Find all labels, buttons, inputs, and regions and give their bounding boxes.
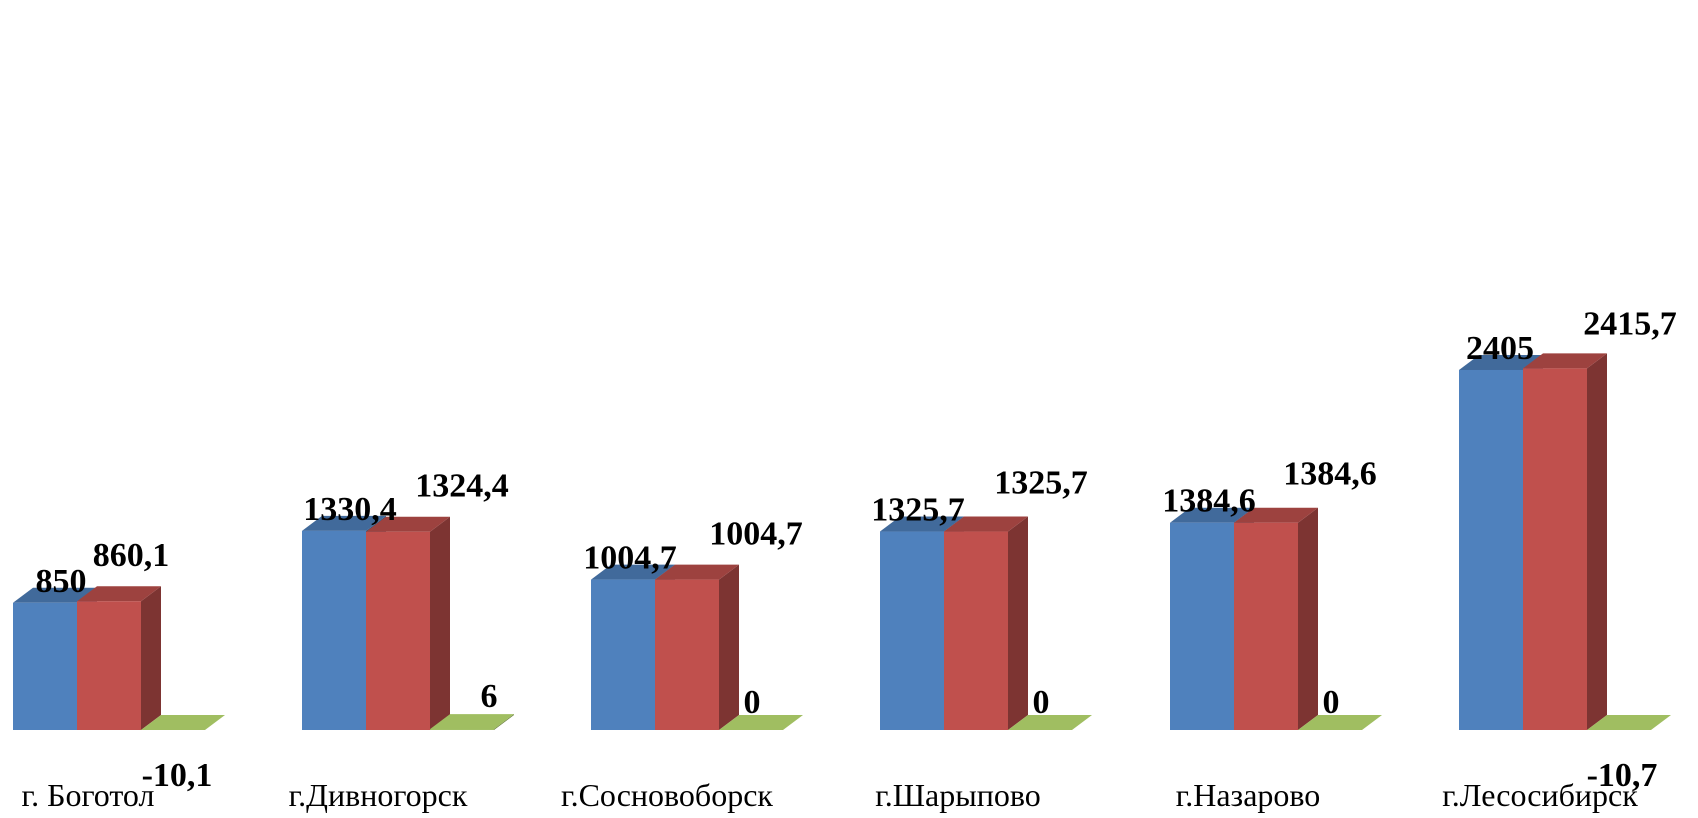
category-label-4: г.Назарово xyxy=(1176,777,1321,813)
category-label-5: г.Лесосибирск xyxy=(1442,777,1638,813)
data-label-s2-3: 1325,7 xyxy=(994,465,1088,502)
data-label-s1-5: 2405 xyxy=(1466,330,1534,367)
bar-side xyxy=(430,516,450,730)
bar-side xyxy=(1298,507,1318,730)
bar-top xyxy=(366,516,450,532)
bar-top xyxy=(655,564,739,580)
data-label-s3-5: -10,7 xyxy=(1587,757,1658,794)
bar-side xyxy=(719,564,739,730)
data-label-s2-5: 2415,7 xyxy=(1583,305,1677,342)
data-label-s3-2: 0 xyxy=(744,684,761,721)
bar-top xyxy=(77,586,161,602)
bar-side xyxy=(1587,353,1607,730)
data-label-s2-0: 860,1 xyxy=(93,537,170,574)
bar-front xyxy=(1170,522,1234,730)
bar-top xyxy=(1523,353,1607,369)
bar-top xyxy=(591,564,675,580)
bar-front xyxy=(302,530,366,730)
bar-top xyxy=(13,587,97,603)
bar-s3-1 xyxy=(430,714,514,730)
bar-s3-4 xyxy=(1298,715,1382,730)
category-group-2 xyxy=(591,564,803,730)
bar-s2-5 xyxy=(1523,353,1607,730)
bar-front xyxy=(591,579,655,730)
bar-top xyxy=(1234,507,1318,523)
bar-front xyxy=(1234,522,1298,730)
data-label-s1-4: 1384,6 xyxy=(1162,483,1256,520)
bar-s3-5 xyxy=(1587,715,1671,730)
bar-front xyxy=(655,579,719,730)
data-label-s3-0: -10,1 xyxy=(142,757,213,794)
bar-top xyxy=(944,516,1028,532)
category-group-1 xyxy=(302,515,514,730)
data-label-s3-4: 0 xyxy=(1323,684,1340,721)
category-group-0 xyxy=(13,586,225,730)
bar-s2-4 xyxy=(1234,507,1318,730)
bar-side xyxy=(494,714,514,730)
data-label-s2-2: 1004,7 xyxy=(709,516,803,553)
bar-front xyxy=(1459,369,1523,730)
category-group-5 xyxy=(1459,353,1671,730)
data-label-s2-4: 1384,6 xyxy=(1283,456,1377,493)
data-label-s1-0: 850 xyxy=(36,563,87,600)
bar-s2-1 xyxy=(366,516,450,730)
bar-s2-3 xyxy=(944,516,1028,730)
data-label-s1-3: 1325,7 xyxy=(871,492,965,529)
category-label-2: г.Сосновоборск xyxy=(561,777,773,813)
bar-s3-0 xyxy=(141,715,225,730)
bar-side xyxy=(141,586,161,730)
bar-front xyxy=(944,531,1008,730)
category-label-1: г.Дивногорск xyxy=(289,777,468,813)
bar-top xyxy=(141,715,225,730)
bar-top xyxy=(1170,507,1254,523)
category-label-3: г.Шарыпово xyxy=(875,777,1041,813)
bar-top xyxy=(1298,715,1382,730)
data-label-s3-3: 0 xyxy=(1033,684,1050,721)
bar-top xyxy=(880,516,964,532)
bar-front xyxy=(366,531,430,730)
data-label-s3-1: 6 xyxy=(481,678,498,715)
bar-s3-2 xyxy=(719,715,803,730)
data-label-s1-2: 1004,7 xyxy=(583,540,677,577)
bar-front xyxy=(1523,368,1587,730)
data-label-s2-1: 1324,4 xyxy=(415,468,509,505)
bar-front xyxy=(880,531,944,730)
bar-front xyxy=(13,602,77,730)
category-group-4 xyxy=(1170,507,1382,730)
category-label-0: г. Боготол xyxy=(22,777,155,813)
bar-top xyxy=(1459,354,1543,370)
bar-s2-0 xyxy=(77,586,161,730)
bar-top xyxy=(719,715,803,730)
bar-front xyxy=(430,729,494,730)
data-label-s1-1: 1330,4 xyxy=(303,491,397,528)
bar-top xyxy=(1008,715,1092,730)
category-group-3 xyxy=(880,516,1092,730)
bar-top xyxy=(1587,715,1671,730)
bar-s2-2 xyxy=(655,564,739,730)
bar-s3-3 xyxy=(1008,715,1092,730)
bar-top xyxy=(302,515,386,531)
bar-front xyxy=(77,601,141,730)
bar-side xyxy=(1008,516,1028,730)
bar-top xyxy=(430,714,514,730)
